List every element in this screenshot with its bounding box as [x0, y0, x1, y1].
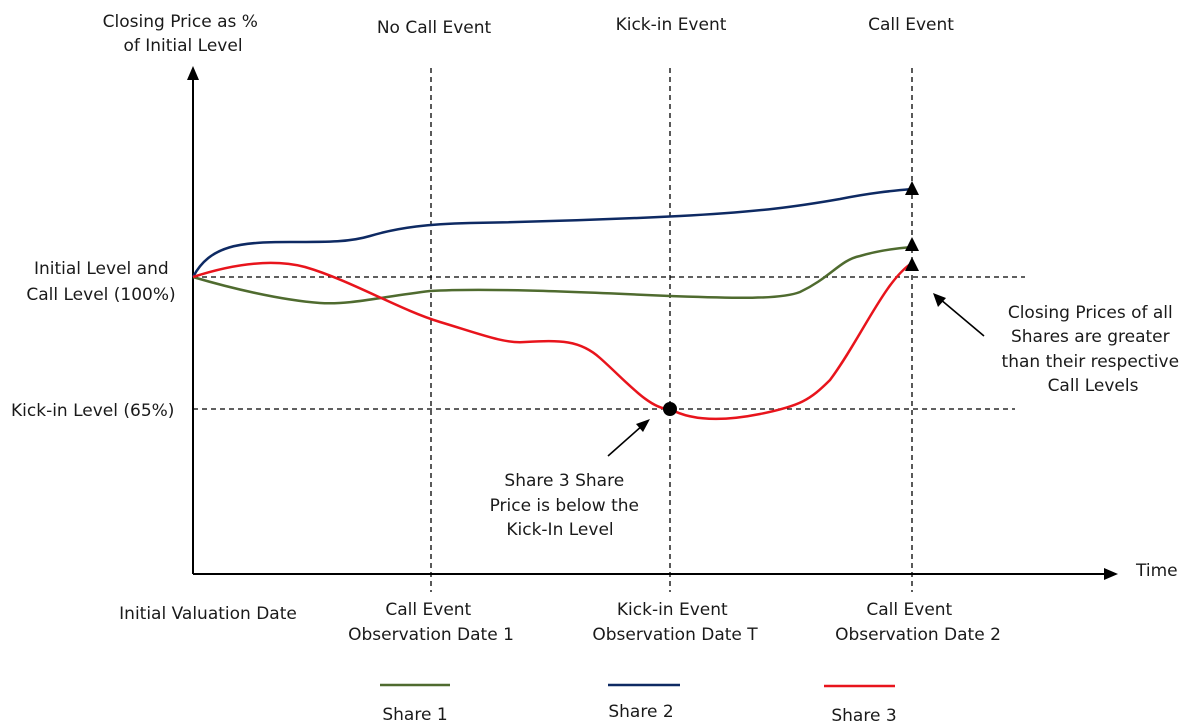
closing-annotation-arrowhead-icon: [933, 293, 946, 307]
event1-top-label: No Call Event: [377, 18, 492, 38]
closing-annotation-arrow: [939, 298, 985, 337]
closing-annotation: Closing Prices of all Shares are greater…: [1002, 303, 1185, 396]
x-axis-arrow-icon: [1104, 568, 1118, 580]
event3-top-label: Call Event: [868, 15, 954, 35]
share3-annotation-arrowhead-icon: [636, 419, 650, 432]
share1-call-marker: [905, 237, 919, 251]
share2-curve: [191, 187, 913, 278]
y-axis-title: Closing Price as % of Initial Level: [103, 12, 264, 56]
share3-curve: [192, 261, 913, 421]
x-axis-title: Time: [1135, 561, 1178, 581]
event1-bottom-label: Call Event Observation Date 1: [348, 600, 514, 645]
kickin-breach-marker: [663, 402, 677, 416]
initial-date-label: Initial Valuation Date: [119, 604, 297, 624]
share3-annotation: Share 3 Share Price is below the Kick-In…: [490, 471, 645, 540]
event2-bottom-label: Kick-in Event Observation Date T: [592, 600, 758, 645]
share1-curve: [192, 245, 913, 305]
event3-bottom-label: Call Event Observation Date 2: [835, 600, 1001, 645]
legend-share3-label: Share 3: [831, 706, 896, 726]
legend-share1-label: Share 1: [382, 705, 447, 725]
share3-call-marker: [905, 257, 919, 271]
share3-annotation-arrow: [607, 424, 644, 457]
kickin-level-label: Kick-in Level (65%): [11, 401, 174, 421]
y-axis-arrow-icon: [187, 66, 199, 80]
share2-call-marker: [905, 181, 919, 195]
event2-top-label: Kick-in Event: [616, 15, 727, 35]
legend-share2-label: Share 2: [608, 702, 673, 722]
initial-level-label: Initial Level and Call Level (100%): [26, 259, 175, 305]
